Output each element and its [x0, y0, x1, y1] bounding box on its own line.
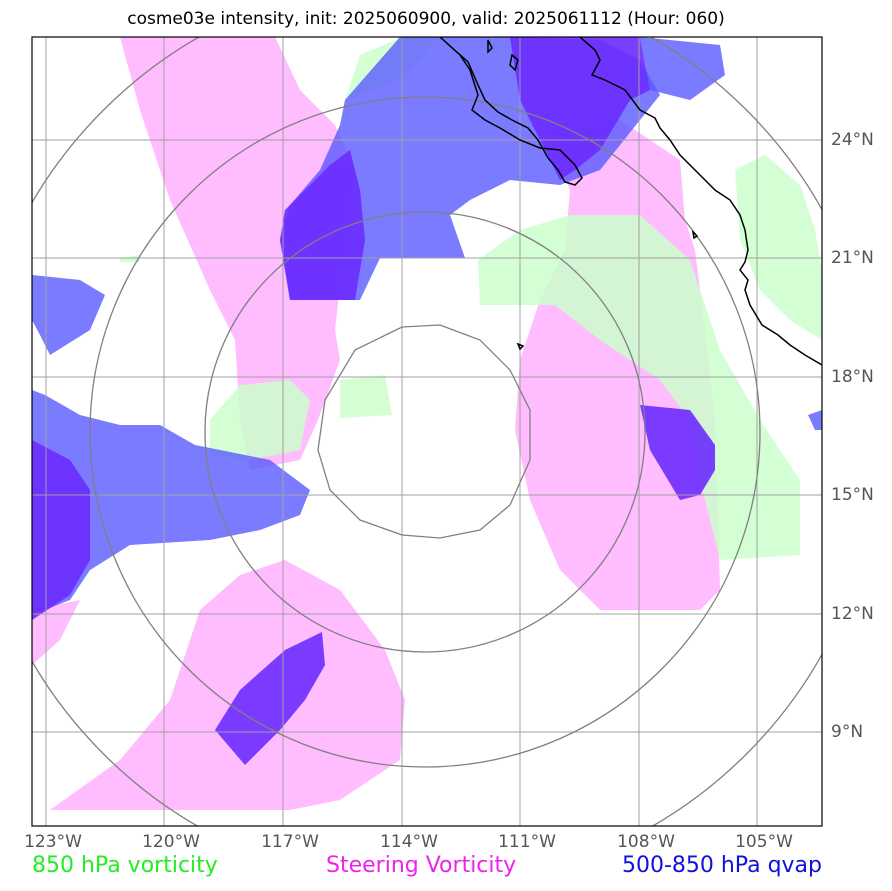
lon-label-117w: 117°W	[261, 832, 319, 852]
lat-label-12n: 12°N	[831, 604, 874, 624]
lat-label-15n: 15°N	[831, 485, 874, 505]
lon-label-120w: 120°W	[142, 832, 200, 852]
legend-qvap: 500-850 hPa qvap	[621, 853, 822, 878]
map-frame	[31, 36, 823, 827]
lon-label-123w: 123°W	[24, 832, 82, 852]
lon-label-105w: 105°W	[735, 832, 793, 852]
lat-label-24n: 24°N	[831, 130, 874, 150]
coastline	[439, 37, 822, 366]
lat-label-21n: 21°N	[831, 248, 874, 268]
lat-label-18n: 18°N	[831, 367, 874, 387]
map-title: cosme03e intensity, init: 2025060900, va…	[127, 9, 725, 29]
lon-label-114w: 114°W	[380, 832, 438, 852]
legend-steering-vorticity: Steering Vorticity	[326, 853, 517, 878]
lon-label-111w: 111°W	[498, 832, 556, 852]
lat-label-9n: 9°N	[831, 722, 864, 742]
lon-label-108w: 108°W	[617, 832, 675, 852]
legend-850-vorticity: 850 hPa vorticity	[32, 853, 218, 878]
lat-lon-grid	[32, 37, 822, 826]
